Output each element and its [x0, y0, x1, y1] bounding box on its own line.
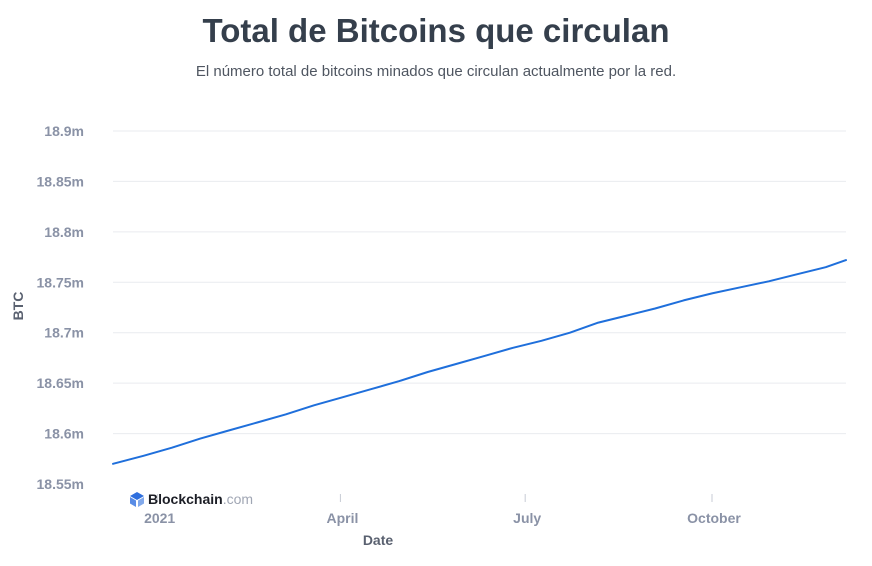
y-tick-label: 18.75m	[37, 274, 84, 290]
gridlines	[113, 130, 846, 435]
x-tick-label: October	[687, 510, 741, 526]
chart-title: Total de Bitcoins que circulan	[202, 12, 670, 49]
x-tick-label: July	[513, 510, 541, 526]
y-tick-label: 18.65m	[37, 375, 84, 391]
y-axis-ticks: 18.55m 18.6m 18.65m 18.7m 18.75m 18.8m 18.85m 1…	[37, 123, 84, 492]
y-tick-label: 18.85m	[37, 173, 84, 189]
y-tick-label: 18.55m	[37, 476, 84, 492]
y-tick-label: 18.8m	[44, 224, 84, 240]
y-tick-label: 18.6m	[44, 426, 84, 442]
chart-subtitle: El número total de bitcoins minados que …	[195, 63, 677, 80]
x-axis-title: Date	[363, 532, 394, 548]
svg-text:Blockchain.com: Blockchain.com	[148, 491, 253, 507]
x-tick-label: April	[326, 510, 358, 526]
y-tick-label: 18.9m	[44, 123, 84, 139]
x-axis-ticks: 2021 April July October	[144, 494, 741, 526]
logo-brand-text: Blockchain	[148, 491, 223, 507]
y-axis-title: BTC	[10, 292, 26, 321]
y-tick-label: 18.7m	[44, 325, 84, 341]
series-line-btc	[112, 259, 847, 465]
blockchain-logo: Blockchain.com	[130, 491, 253, 507]
logo-suffix-text: .com	[223, 491, 253, 507]
blockchain-cube-icon	[130, 492, 144, 507]
x-tick-label: 2021	[144, 510, 175, 526]
